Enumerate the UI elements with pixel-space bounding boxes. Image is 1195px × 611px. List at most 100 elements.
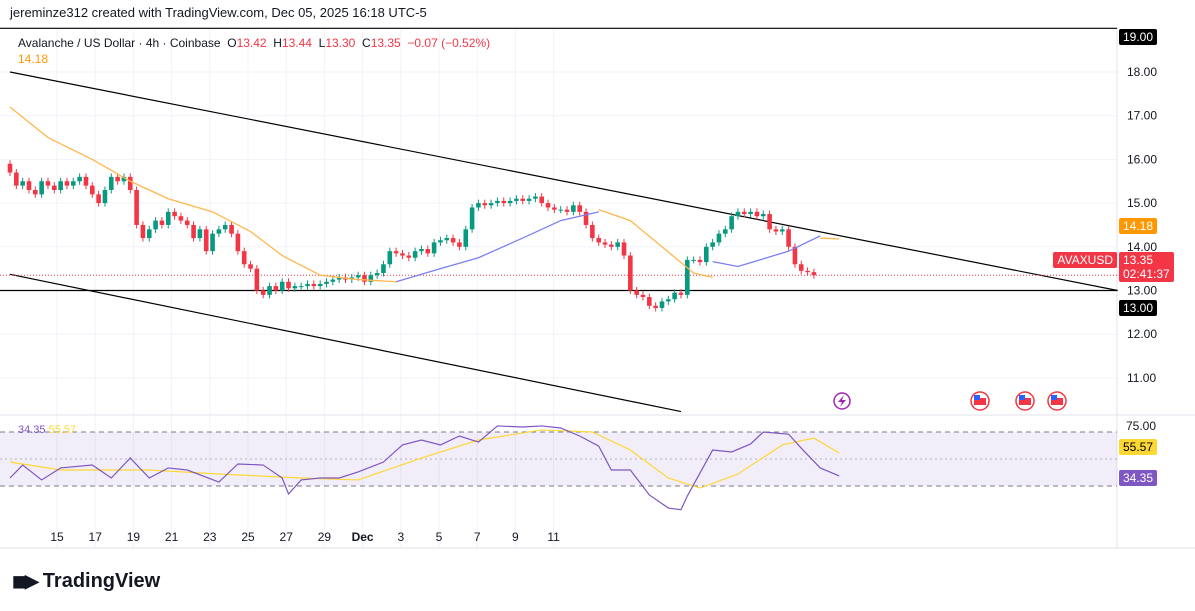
candle-body — [96, 194, 101, 204]
candle-body — [697, 259, 703, 263]
time-tick-label: 19 — [127, 530, 141, 544]
candle-body — [127, 176, 133, 190]
level-19-tag: 19.00 — [1119, 29, 1158, 45]
candle-body — [191, 224, 196, 239]
candle-body — [311, 283, 317, 287]
candle-body — [558, 209, 564, 211]
rsi-legend: 34.35 55.57 — [18, 424, 76, 436]
open-label: O — [227, 36, 237, 50]
candle-body — [267, 286, 272, 295]
rsi-ma-legend-value: 55.57 — [48, 424, 77, 436]
candle-body — [178, 216, 184, 221]
candle-body — [450, 238, 456, 243]
candle-body — [729, 216, 734, 230]
candle-body — [222, 224, 228, 230]
candle-body — [7, 163, 13, 173]
candle-body — [400, 253, 405, 256]
ma-price-tag: 14.18 — [1119, 218, 1158, 234]
candle-body — [368, 275, 374, 282]
candle-body — [552, 207, 557, 210]
close-label: C — [362, 36, 371, 50]
time-tick-label: 7 — [474, 530, 481, 544]
candle-body — [279, 281, 285, 291]
candle-body — [71, 181, 76, 186]
candle-body — [621, 242, 627, 256]
candle-body — [317, 283, 323, 287]
candle-body — [438, 240, 443, 243]
price-tick-label: 18.00 — [1127, 65, 1157, 79]
candle-body — [14, 172, 19, 186]
candle-body — [292, 286, 298, 289]
candle-body — [374, 273, 380, 276]
time-tick-label: 11 — [547, 530, 560, 544]
time-tick-label: 17 — [89, 530, 103, 544]
candle-body — [355, 275, 361, 278]
candle-body — [58, 181, 63, 190]
candle-body — [102, 189, 108, 204]
candle-body — [362, 275, 367, 282]
candle-body — [526, 198, 532, 201]
last-price-tag: 13.35 02:41:37 — [1119, 252, 1174, 282]
candle-body — [121, 176, 127, 182]
candle-body — [748, 211, 753, 215]
candle-body — [406, 255, 412, 258]
symbol-title[interactable]: Avalanche / US Dollar · 4h · Coinbase — [18, 36, 221, 50]
candle-body — [286, 281, 291, 289]
candle-body — [583, 211, 589, 225]
rsi-band — [0, 432, 1117, 486]
candle-body — [659, 301, 665, 308]
rsi-ma-tag: 55.57 — [1119, 439, 1158, 455]
candle-body — [539, 196, 545, 204]
candle-body — [115, 176, 120, 182]
candle-body — [203, 229, 209, 252]
us-flag-icon-stripes — [1019, 398, 1031, 405]
candle-body — [330, 279, 336, 282]
candle-body — [609, 244, 614, 247]
trendline — [9, 71, 1118, 292]
time-tick-label: 21 — [165, 530, 179, 544]
candle-body — [153, 220, 158, 230]
candle-body — [488, 203, 494, 206]
candle-body — [602, 242, 608, 245]
candle-body — [666, 299, 671, 302]
symbol-legend: Avalanche / US Dollar · 4h · Coinbase O1… — [18, 36, 490, 50]
candle-body — [457, 242, 462, 247]
candle-body — [108, 176, 114, 190]
candle-body — [514, 198, 519, 201]
open-value: 13.42 — [236, 36, 267, 50]
candle-body — [393, 251, 399, 254]
time-tick-label: 5 — [436, 530, 443, 544]
price-tick-label: 13.00 — [1127, 284, 1157, 298]
candle-body — [653, 305, 658, 308]
candle-body — [634, 290, 639, 295]
price-tick-label: 16.00 — [1127, 152, 1157, 166]
candle-body — [210, 233, 215, 252]
candle-body — [805, 270, 810, 273]
candle-body — [520, 198, 526, 201]
credit-text: jereminze312 created with TradingView.co… — [10, 5, 427, 20]
candle-body — [647, 297, 652, 306]
candle-body — [811, 272, 817, 276]
candle-body — [495, 200, 500, 204]
low-label: L — [318, 36, 326, 50]
candle-body — [184, 220, 190, 225]
candle-body — [216, 229, 222, 234]
candle-body — [33, 189, 38, 195]
candle-body — [140, 224, 146, 239]
tradingview-logo[interactable]: ◼▶ TradingView — [12, 570, 160, 593]
candle-body — [596, 238, 601, 243]
candle-body — [134, 189, 139, 225]
candle-body — [716, 233, 722, 243]
candle-body — [735, 211, 741, 217]
level-13-tag: 13.00 — [1119, 300, 1158, 316]
candle-body — [444, 238, 450, 241]
moving-average-line — [9, 106, 397, 283]
time-tick-label: 23 — [203, 530, 217, 544]
candle-body — [545, 203, 551, 208]
candle-body — [590, 224, 595, 239]
candle-body — [469, 207, 475, 230]
candle-body — [741, 211, 747, 215]
candle-body — [754, 211, 760, 217]
logo-text: TradingView — [42, 570, 161, 592]
